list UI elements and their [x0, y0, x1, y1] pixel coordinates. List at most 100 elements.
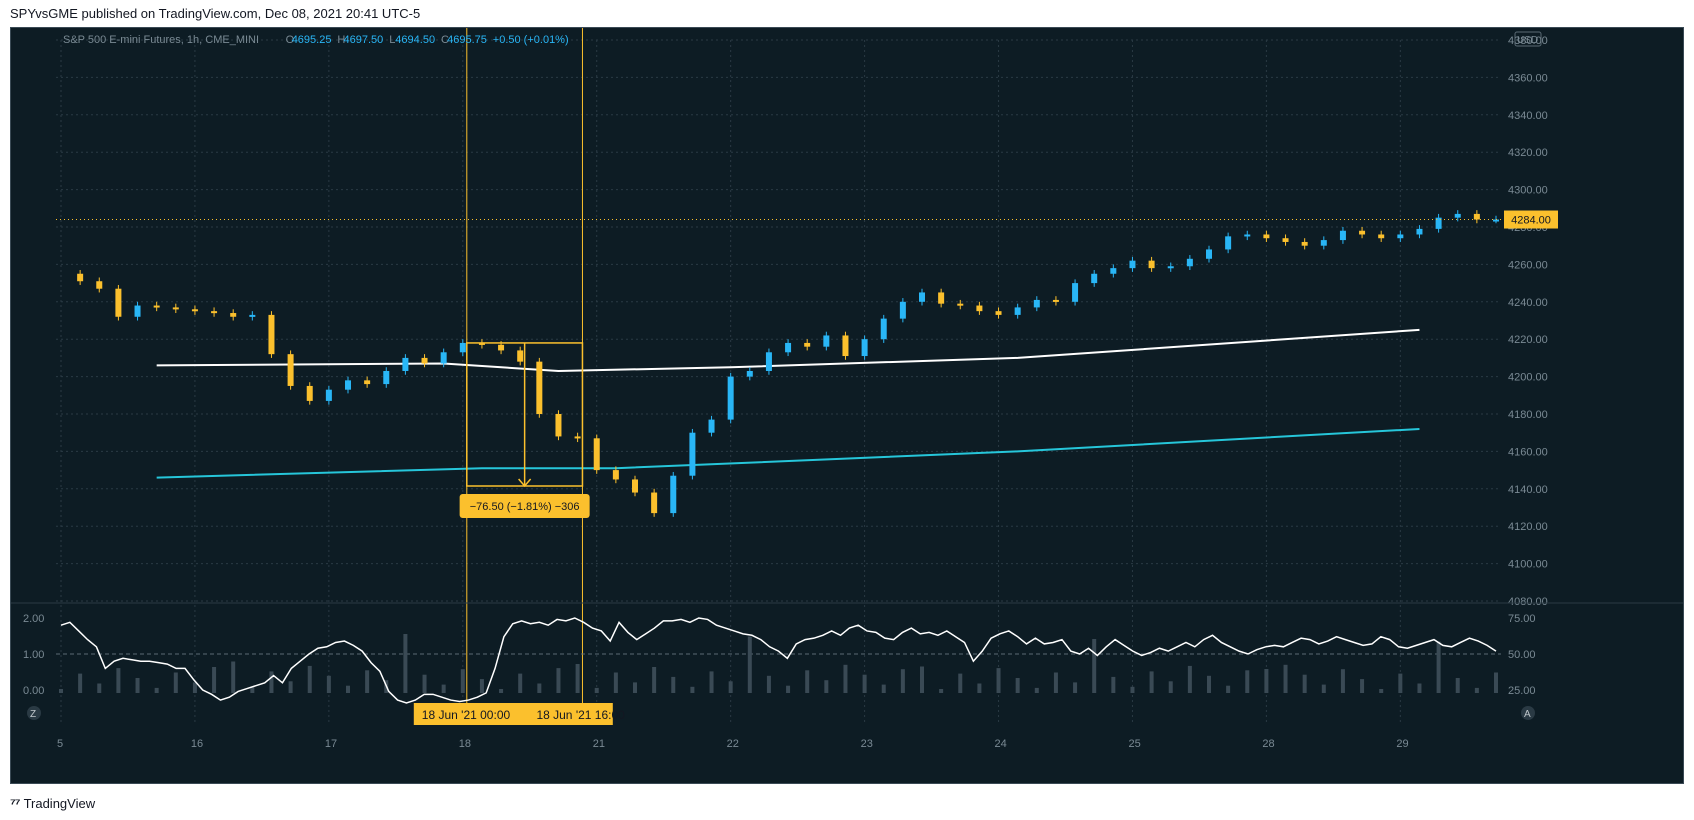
volume-bar	[996, 668, 1001, 693]
volume-bar	[1455, 678, 1460, 693]
volume-bar	[939, 689, 944, 693]
volume-bar	[288, 681, 293, 693]
time-tick-label: 22	[727, 738, 739, 750]
volume-bar	[441, 684, 446, 693]
volume-bar	[613, 672, 618, 693]
volume-bar	[1053, 672, 1058, 693]
volume-bar	[594, 687, 599, 693]
candle-body	[1320, 240, 1327, 246]
volume-bar	[862, 674, 867, 693]
legend-symbol: S&P 500 E-mini Futures, 1h, CME_MINI	[63, 34, 259, 46]
time-tick-label: 25	[1128, 738, 1140, 750]
volume-tick-label: 2.00	[23, 613, 44, 625]
volume-bar	[920, 666, 924, 693]
candle-body	[861, 339, 868, 357]
volume-bar	[786, 685, 791, 693]
candle-body	[249, 314, 256, 317]
time-tick-label: 29	[1396, 738, 1408, 750]
volume-bar	[250, 686, 255, 693]
candle-body	[823, 335, 830, 347]
candle-body	[995, 311, 1002, 315]
moving-average-white	[156, 328, 1420, 372]
timezone-button-label: Z	[30, 709, 36, 720]
candle-body	[1473, 213, 1480, 220]
candle-body	[1397, 234, 1404, 239]
price-tick-label: 4240.00	[1508, 297, 1548, 309]
timezone-button[interactable]	[27, 706, 41, 720]
legend-l-label: L	[389, 34, 395, 46]
last-price-label: 4284.00	[1511, 215, 1551, 227]
volume-tick-label: 0.00	[23, 685, 44, 697]
volume-bar	[1149, 671, 1154, 693]
time-tick-label: 17	[325, 738, 337, 750]
price-tick-label: 4180.00	[1508, 409, 1548, 421]
candle-body	[1263, 234, 1270, 239]
volume-bar	[1015, 678, 1020, 693]
volume-bar	[1187, 665, 1192, 693]
oscillator-tick-label: 25.00	[1508, 685, 1536, 697]
legend-o-label: O	[286, 34, 295, 46]
time-tick-label: 28	[1262, 738, 1274, 750]
candle-body	[478, 342, 485, 345]
legend-h-value: 4697.50	[344, 34, 384, 46]
oscillator-tick-label: 50.00	[1508, 649, 1536, 661]
candle-body	[211, 311, 218, 314]
volume-bar	[1494, 672, 1498, 693]
candle-body	[1339, 230, 1346, 241]
candle-body	[1359, 230, 1366, 235]
legend-l-value: 4694.50	[395, 34, 435, 46]
candle-body	[191, 309, 198, 312]
chart-canvas[interactable]: 4380.004360.004340.004320.004300.004280.…	[11, 28, 1683, 783]
volume-bar	[1130, 686, 1135, 693]
volume-bar	[1034, 687, 1039, 693]
auto-scale-button[interactable]	[1521, 706, 1535, 720]
candle-body	[1167, 266, 1174, 269]
price-tick-label: 4080.00	[1508, 596, 1548, 608]
chart-background	[11, 28, 1683, 783]
legend-o-value: 4695.25	[292, 34, 332, 46]
volume-bar	[652, 667, 657, 693]
volume-bar	[403, 634, 408, 693]
volume-bar	[958, 673, 963, 693]
volume-bar	[1379, 689, 1384, 693]
volume-bar	[78, 673, 83, 693]
candle-body	[1454, 213, 1461, 218]
candle-body	[1186, 258, 1193, 267]
measure-label: −76.50 (−1.81%) −306	[470, 501, 580, 513]
price-tick-label: 4160.00	[1508, 446, 1548, 458]
price-tick-label: 4260.00	[1508, 259, 1548, 271]
candle-body	[899, 301, 906, 319]
time-tick-label: 18	[459, 738, 471, 750]
footer-brand: ⁷⁷ TradingView	[10, 795, 95, 811]
time-tick-label: 24	[995, 738, 1007, 750]
price-tick-label: 4340.00	[1508, 110, 1548, 122]
candle-body	[574, 436, 581, 439]
candle-body	[325, 389, 332, 401]
candle-body	[670, 475, 677, 514]
candle-body	[517, 350, 524, 362]
time-tick-label: 23	[861, 738, 873, 750]
tradingview-logo-icon: ⁷⁷	[10, 795, 21, 811]
volume-bar	[154, 687, 159, 693]
price-tick-label: 4380.00	[1508, 35, 1548, 47]
candle-body	[957, 303, 964, 306]
currency-badge[interactable]	[1514, 31, 1542, 47]
candle-body	[153, 305, 160, 308]
candle-body	[555, 414, 562, 437]
measure-arrow-head-icon	[518, 478, 532, 488]
chart-panel[interactable]: 4380.004360.004340.004320.004300.004280.…	[10, 27, 1684, 784]
candle-body	[1033, 299, 1040, 308]
candle-body	[765, 352, 772, 371]
candle-body	[421, 357, 428, 364]
candle-body	[727, 376, 734, 420]
volume-bar	[556, 668, 561, 693]
candle-body	[689, 432, 696, 476]
candle-body	[1052, 299, 1059, 302]
price-tick-label: 4300.00	[1508, 185, 1548, 197]
volume-bar	[1168, 681, 1173, 693]
candle-body	[1416, 228, 1423, 235]
candle-body	[1148, 260, 1155, 269]
legend-change: +0.50 (+0.01%)	[493, 34, 569, 46]
volume-bar	[1207, 675, 1211, 693]
volume-bar	[537, 683, 542, 693]
